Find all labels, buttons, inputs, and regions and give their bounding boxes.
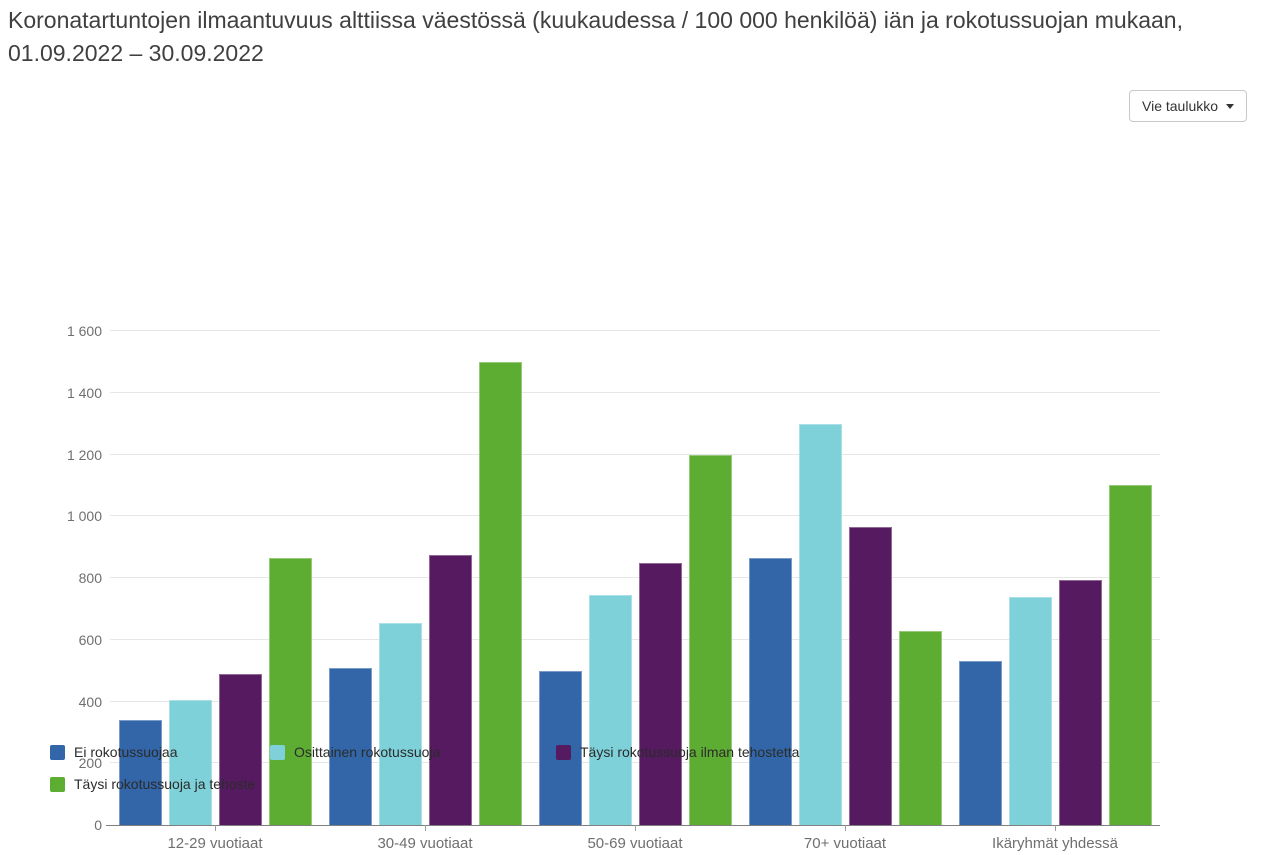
y-axis-tick-label: 600 [78,631,102,648]
page-title: Koronatartuntojen ilmaantuvuus alttiissa… [8,7,1183,67]
gridline [110,515,1160,517]
y-axis-tick-label: 1 000 [66,508,102,525]
bar-group [110,331,320,831]
gridline [110,762,1160,764]
y-axis-tick-label: 1 400 [66,384,102,401]
bar[interactable] [218,673,262,825]
plot-area [106,330,1160,831]
x-axis-tick-label: Ikäryhmät yhdessä [992,835,1118,852]
bar[interactable] [1058,579,1102,825]
bar[interactable] [168,699,212,825]
bar[interactable] [848,527,892,825]
gridline [110,577,1160,578]
x-axis-line [106,825,1160,826]
bar-group [530,331,740,831]
x-axis-tick [425,825,426,831]
bar-group [950,331,1160,831]
y-axis-tick-label: 1 600 [66,323,102,339]
bar[interactable] [898,630,942,825]
bar[interactable] [958,661,1002,825]
x-axis-tick [845,825,846,831]
gridline [110,638,1160,640]
bar[interactable] [1108,485,1152,825]
bar[interactable] [268,557,312,825]
bar[interactable] [688,454,732,825]
y-axis-tick-label: 200 [78,755,102,772]
legend-label: Täysi rokotussuoja ja tehoste [74,776,256,792]
x-axis-tick-label: 50-69 vuotiaat [587,835,683,852]
bar[interactable] [588,594,632,825]
bar[interactable] [1008,596,1052,825]
x-axis-tick-label: 12-29 vuotiaat [167,835,263,852]
gridline [110,391,1160,393]
legend-swatch [556,744,571,760]
x-axis-tick [635,825,636,831]
bar-group [320,331,530,831]
gridline [110,700,1160,702]
legend-item[interactable]: Ei rokotussuojaa [50,744,178,760]
x-axis-tick-label: 30-49 vuotiaat [377,835,473,852]
y-axis-tick-label: 800 [78,570,102,586]
legend-label: Osittainen rokotussuoja [294,744,441,760]
legend-label: Ei rokotussuojaa [74,744,178,760]
legend-swatch [50,744,65,760]
bar[interactable] [638,562,682,825]
y-axis-tick-label: 0 [94,817,102,833]
bar[interactable] [798,423,842,825]
legend-item[interactable]: Osittainen rokotussuoja [270,744,440,760]
bar[interactable] [748,557,792,825]
y-axis-tick-label: 1 200 [66,446,102,463]
legend-item[interactable]: Täysi rokotussuoja ilman tehostetta [556,744,799,760]
bar[interactable] [328,667,372,825]
legend: Ei rokotussuojaa Osittainen rokotussuoja T… [0,744,1273,805]
y-axis-tick-label: 400 [78,693,102,710]
bar[interactable] [378,622,422,825]
chevron-down-icon [1226,103,1235,109]
x-axis-tick-label: 70+ vuotiaat [803,835,887,852]
legend-swatch [270,744,285,760]
x-axis-tick [1055,825,1056,831]
bar-chart: 12-29 vuotiaat 30-49 vuotiaat 50-69 vuotia… [0,130,1273,852]
x-axis-tick [215,825,216,831]
gridline [110,330,1160,331]
bar[interactable] [428,554,472,825]
bar[interactable] [478,361,522,825]
export-table-button-label: Vie taulukko [1142,98,1219,114]
legend-label: Täysi rokotussuoja ilman tehostetta [580,744,800,760]
export-table-button[interactable]: Vie taulukko [1129,90,1248,122]
legend-item[interactable]: Täysi rokotussuoja ja tehoste [50,776,255,792]
bar-group [740,331,950,831]
legend-swatch [50,776,65,792]
gridline [110,453,1160,455]
